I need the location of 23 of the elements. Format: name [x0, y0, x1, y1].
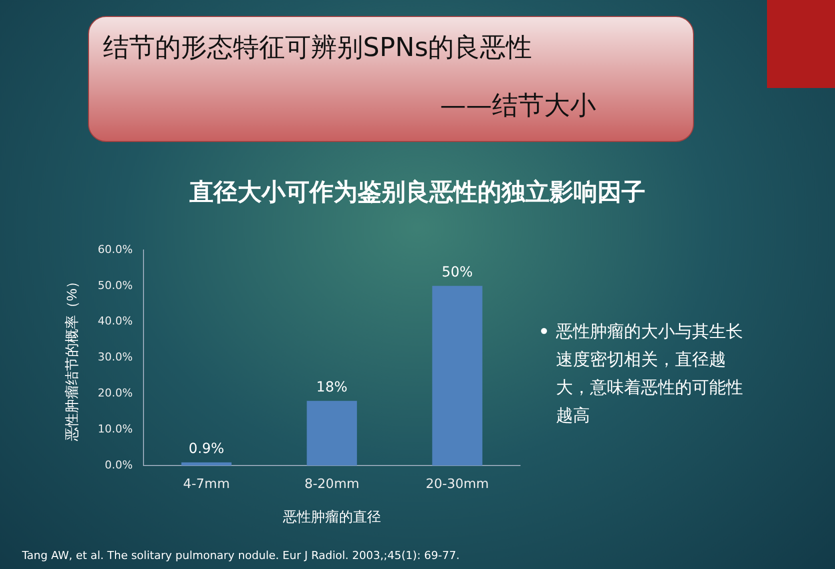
x-tick-label: 4-7mm	[183, 476, 230, 492]
y-tick-label: 50.0%	[98, 278, 133, 292]
bar	[181, 462, 232, 466]
y-tick-label: 40.0%	[98, 314, 133, 328]
bar	[306, 400, 357, 466]
text: 结节的形态特征可辨别SPNs的良恶性	[103, 32, 532, 65]
y-tick-label: 10.0%	[98, 422, 133, 436]
y-tick-label: 60.0%	[98, 242, 133, 256]
y-tick-label: 30.0%	[98, 350, 133, 364]
x-axis-title: 恶性肿瘤的直径	[282, 508, 381, 524]
text: 恶性肿瘤的大小与其生长速度密切相关，直径越大，意味着恶性的可能性越高	[556, 321, 744, 428]
y-tick-label: 20.0%	[98, 386, 133, 400]
data-label: 50%	[442, 264, 473, 281]
y-axis-title: 恶性肿瘤结节的概率（%）	[63, 274, 80, 442]
data-label: 0.9%	[188, 441, 224, 458]
text: Tang AW, et al. The solitary pulmonary nodule. Eur J Radiol. 2003,;45(1): 69-77.	[22, 549, 460, 562]
y-tick-label: 0.0%	[104, 458, 133, 472]
text: ——结节大小	[440, 90, 596, 123]
data-label: 18%	[316, 380, 348, 396]
chart-title: 直径大小可作为鉴别良恶性的独立影响因子	[188, 177, 646, 208]
x-tick-label: 20-30mm	[426, 476, 489, 492]
x-tick-label: 8-20mm	[304, 476, 360, 492]
bar	[432, 286, 482, 466]
